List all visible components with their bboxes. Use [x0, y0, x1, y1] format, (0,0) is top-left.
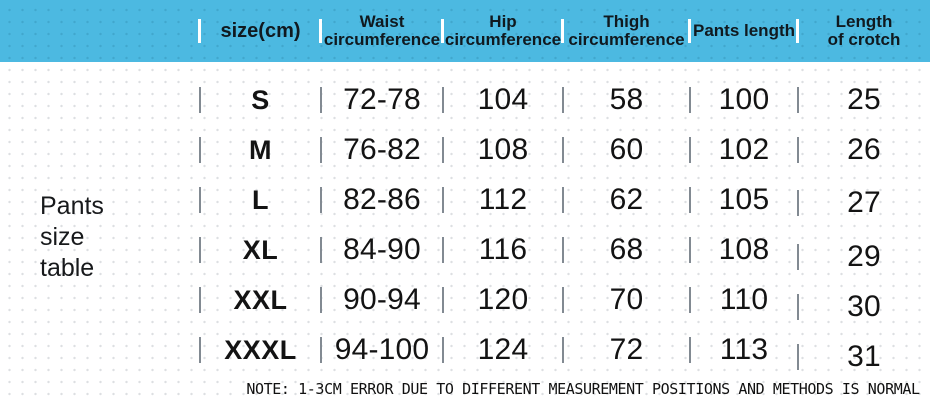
cell-pants-length: 105 — [689, 175, 798, 225]
cell-crotch: 26 — [797, 125, 930, 175]
page-title-line: Pants — [40, 192, 104, 220]
page-title-line: size — [40, 223, 85, 251]
cell-thigh: 60 — [562, 125, 690, 175]
cell-size: XL — [199, 225, 321, 275]
header-cell-thigh: Thigh circumference — [561, 0, 690, 62]
header-cell-waist: Waist circumference — [319, 0, 443, 62]
cell-pants-length: 113 — [689, 325, 798, 375]
header-label: Hip — [489, 12, 517, 31]
table-header: size(cm) Waist circumference Hip circumfer… — [0, 0, 930, 62]
cell-pants-length: 102 — [689, 125, 798, 175]
cell-hip: 108 — [442, 125, 563, 175]
table-row: XL 84-90 116 68 108 29 — [0, 225, 930, 275]
cell-size: S — [199, 75, 321, 125]
header-label: Length — [835, 12, 893, 31]
cell-hip: 116 — [442, 225, 563, 275]
cell-hip: 112 — [442, 175, 563, 225]
header-cell-crotch: Length of crotch — [796, 0, 930, 62]
note-text: NOTE: 1-3CM ERROR DUE TO DIFFERENT MEASU… — [246, 380, 920, 398]
cell-size: L — [199, 175, 321, 225]
cell-thigh: 72 — [562, 325, 690, 375]
table-row: L 82-86 112 62 105 27 — [0, 175, 930, 225]
cell-thigh: 58 — [562, 75, 690, 125]
cell-crotch: 25 — [797, 75, 930, 125]
header-label: circumference — [323, 30, 441, 49]
header-cell-size: size(cm) — [198, 0, 321, 62]
cell-thigh: 70 — [562, 275, 690, 325]
header-label: size(cm) — [220, 20, 301, 42]
cell-crotch: 29 — [797, 232, 930, 282]
page-title-line: table — [40, 254, 95, 282]
header-label: of crotch — [827, 30, 901, 49]
cell-pants-length: 100 — [689, 75, 798, 125]
table-row: XXL 90-94 120 70 110 30 — [0, 275, 930, 325]
cell-hip: 124 — [442, 325, 563, 375]
cell-pants-length: 110 — [689, 275, 798, 325]
cell-hip: 120 — [442, 275, 563, 325]
header-label: Pants length — [692, 21, 795, 40]
table-body: S 72-78 104 58 100 25 M 76-82 108 60 102… — [0, 75, 930, 375]
cell-waist: 82-86 — [320, 175, 443, 225]
cell-waist: 72-78 — [320, 75, 443, 125]
cell-size: XXL — [199, 275, 321, 325]
header-label: Thigh — [603, 12, 650, 31]
cell-waist: 76-82 — [320, 125, 443, 175]
cell-size: M — [199, 125, 321, 175]
cell-pants-length: 108 — [689, 225, 798, 275]
cell-size: XXXL — [199, 325, 321, 375]
cell-thigh: 62 — [562, 175, 690, 225]
cell-thigh: 68 — [562, 225, 690, 275]
page-title: Pants size table — [40, 191, 104, 284]
cell-crotch: 27 — [797, 178, 930, 228]
header-label: Waist — [359, 12, 405, 31]
cell-crotch: 30 — [797, 282, 930, 332]
cell-waist: 90-94 — [320, 275, 443, 325]
cell-hip: 104 — [442, 75, 563, 125]
header-cell-pants-length: Pants length — [688, 0, 798, 62]
cell-waist: 84-90 — [320, 225, 443, 275]
table-row: M 76-82 108 60 102 26 — [0, 125, 930, 175]
cell-crotch: 31 — [797, 332, 930, 382]
header-label: circumference — [444, 30, 562, 49]
header-cell-hip: Hip circumference — [441, 0, 563, 62]
cell-waist: 94-100 — [320, 325, 443, 375]
table-row: XXXL 94-100 124 72 113 31 — [0, 325, 930, 375]
table-row: S 72-78 104 58 100 25 — [0, 75, 930, 125]
header-label: circumference — [568, 30, 685, 49]
